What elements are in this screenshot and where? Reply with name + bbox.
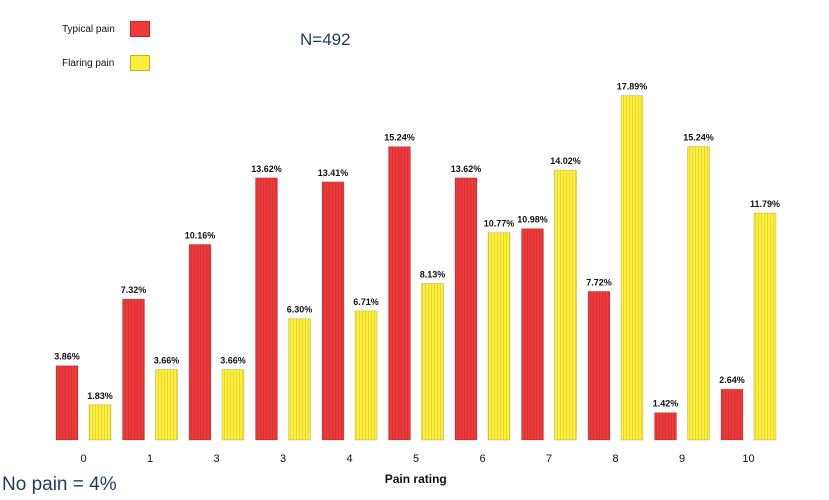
data-label-flaring-pain-3: 6.30% xyxy=(287,305,313,315)
x-tick-label-10: 10 xyxy=(742,453,754,465)
bar-typical-pain-7 xyxy=(521,228,544,441)
data-label-typical-pain-3: 13.62% xyxy=(251,164,282,174)
bar-typical-pain-5 xyxy=(388,146,411,441)
x-tick-label-6: 6 xyxy=(479,453,485,465)
x-tick-label-2: 3 xyxy=(213,453,219,465)
bar-flaring-pain-0 xyxy=(88,404,112,441)
bar-flaring-pain-6 xyxy=(487,232,511,441)
x-tick-label-4: 4 xyxy=(346,453,352,465)
data-label-typical-pain-5: 15.24% xyxy=(384,133,415,143)
no-pain-footnote: No pain = 4% xyxy=(2,474,117,495)
bar-typical-pain-0 xyxy=(55,365,79,441)
data-label-typical-pain-10: 2.64% xyxy=(719,375,745,385)
data-label-typical-pain-2: 10.16% xyxy=(185,230,216,240)
bar-typical-pain-2 xyxy=(188,244,212,441)
data-label-flaring-pain-1: 3.66% xyxy=(154,356,180,366)
legend-label-typical-pain: Typical pain xyxy=(62,23,115,35)
data-label-flaring-pain-4: 6.71% xyxy=(353,297,379,307)
legend: Typical pain Flaring pain xyxy=(62,17,150,85)
x-tick-label-7: 7 xyxy=(546,453,552,465)
legend-item-flaring-pain: Flaring pain xyxy=(62,51,150,75)
data-label-typical-pain-8: 7.72% xyxy=(586,277,612,287)
x-tick-label-1: 1 xyxy=(147,453,153,465)
data-label-flaring-pain-8: 17.89% xyxy=(617,82,648,92)
bar-flaring-pain-8 xyxy=(620,95,644,441)
data-label-typical-pain-7: 10.98% xyxy=(517,215,548,225)
data-label-typical-pain-0: 3.86% xyxy=(54,352,80,362)
legend-swatch-typical-pain xyxy=(130,21,150,37)
data-label-flaring-pain-5: 8.13% xyxy=(420,269,446,279)
sample-size-label: N=492 xyxy=(300,30,351,49)
data-label-flaring-pain-0: 1.83% xyxy=(87,391,113,401)
data-label-flaring-pain-2: 3.66% xyxy=(220,356,246,366)
data-label-typical-pain-6: 13.62% xyxy=(451,164,482,174)
data-label-typical-pain-4: 13.41% xyxy=(318,168,349,178)
data-label-flaring-pain-6: 10.77% xyxy=(484,219,515,229)
data-label-flaring-pain-7: 14.02% xyxy=(550,156,581,166)
x-tick-label-3: 3 xyxy=(280,453,286,465)
bar-flaring-pain-4 xyxy=(354,310,378,441)
bar-flaring-pain-9 xyxy=(687,146,710,441)
data-label-flaring-pain-9: 15.24% xyxy=(683,133,714,143)
x-tick-label-0: 0 xyxy=(80,453,86,465)
data-label-typical-pain-1: 7.32% xyxy=(121,285,147,295)
x-tick-label-9: 9 xyxy=(679,453,685,465)
legend-label-flaring-pain: Flaring pain xyxy=(62,57,115,69)
bar-flaring-pain-3 xyxy=(288,318,311,441)
bar-flaring-pain-1 xyxy=(155,369,178,441)
bar-typical-pain-10 xyxy=(720,388,744,441)
bar-flaring-pain-5 xyxy=(421,283,444,441)
bar-flaring-pain-10 xyxy=(753,212,777,441)
bar-typical-pain-3 xyxy=(255,177,278,441)
bar-typical-pain-1 xyxy=(122,298,145,441)
data-label-flaring-pain-10: 11.79% xyxy=(750,199,780,209)
bar-typical-pain-6 xyxy=(454,177,478,441)
legend-item-typical-pain: Typical pain xyxy=(62,17,150,41)
data-label-typical-pain-9: 1.42% xyxy=(653,399,679,409)
x-tick-label-5: 5 xyxy=(413,453,419,465)
bar-typical-pain-4 xyxy=(321,181,345,441)
x-axis-title: Pain rating xyxy=(385,472,447,486)
legend-swatch-flaring-pain xyxy=(130,55,150,71)
x-tick-label-8: 8 xyxy=(612,453,618,465)
bar-flaring-pain-2 xyxy=(221,369,245,441)
bar-flaring-pain-7 xyxy=(554,169,577,441)
bar-typical-pain-9 xyxy=(654,412,677,441)
bar-typical-pain-8 xyxy=(587,290,611,441)
